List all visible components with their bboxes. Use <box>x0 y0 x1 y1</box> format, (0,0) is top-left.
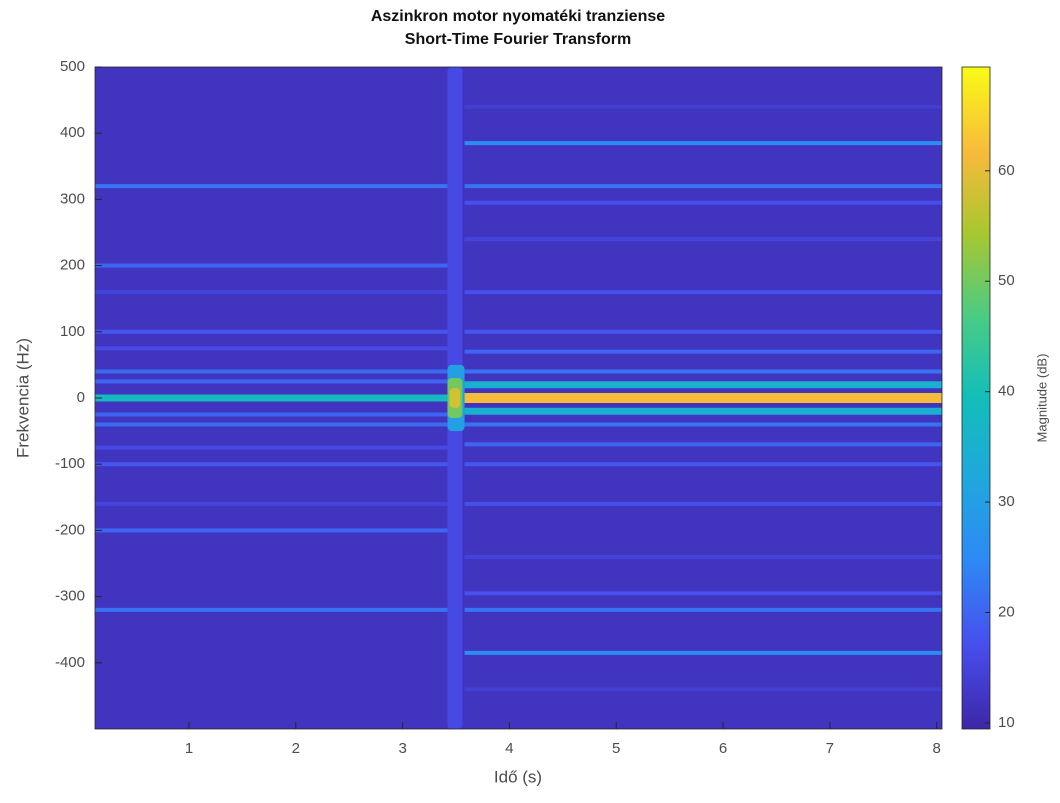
colorbar-tick-label: 20 <box>998 603 1015 620</box>
spectrogram-band <box>95 501 448 506</box>
spectrogram-band <box>464 104 942 109</box>
y-tick-label: 500 <box>60 58 85 75</box>
spectrogram-band <box>464 407 942 415</box>
spectrogram-band <box>95 263 448 268</box>
colorbar-tick-label: 50 <box>998 272 1015 289</box>
spectrogram-band <box>464 290 942 295</box>
spectrogram-band <box>95 528 448 533</box>
spectrogram-band <box>95 379 448 384</box>
x-tick-label: 7 <box>826 740 834 757</box>
spectrogram-band <box>95 445 448 450</box>
spectrogram-band <box>95 369 448 374</box>
spectrogram-band <box>464 393 942 403</box>
spectrogram-band <box>464 329 942 334</box>
spectrogram-band <box>464 349 942 354</box>
spectrogram-band <box>464 184 942 189</box>
spectrogram-band <box>464 462 942 467</box>
y-tick-label: -300 <box>55 588 85 605</box>
y-tick-label: -400 <box>55 654 85 671</box>
spectrogram-band <box>464 591 942 596</box>
spectrogram-band <box>464 200 942 205</box>
y-tick-label: 400 <box>60 124 85 141</box>
spectrogram-band <box>95 346 448 351</box>
x-axis-label: Idő (s) <box>494 767 542 786</box>
chart-title: Aszinkron motor nyomatéki tranziense <box>371 8 665 25</box>
y-tick-label: 300 <box>60 190 85 207</box>
x-tick-label: 6 <box>719 740 727 757</box>
x-tick-label: 4 <box>505 740 513 757</box>
spectrogram-band <box>464 607 942 612</box>
spectrogram-band <box>95 607 448 612</box>
spectrogram-band <box>95 329 448 334</box>
spectrogram-band <box>464 381 942 389</box>
y-axis-label: Frekvencia (Hz) <box>13 338 32 458</box>
y-tick-label: 100 <box>60 323 85 340</box>
spectrogram-band <box>464 554 942 559</box>
chart-subtitle: Short-Time Fourier Transform <box>405 31 631 48</box>
y-tick-label: -200 <box>55 521 85 538</box>
spectrogram-band <box>464 141 942 146</box>
spectrogram-band <box>464 442 942 447</box>
spectrogram-band <box>464 650 942 655</box>
spectrogram-band <box>464 501 942 506</box>
spectrogram-band <box>95 184 448 189</box>
x-tick-label: 2 <box>292 740 300 757</box>
colorbar-tick-label: 30 <box>998 493 1015 510</box>
spectrogram-band <box>464 237 942 242</box>
colorbar-label: Magnitude (dB) <box>1034 354 1049 443</box>
spectrogram-band <box>464 369 942 374</box>
colorbar <box>961 66 991 730</box>
colorbar-tick-label: 10 <box>998 714 1015 731</box>
spectrogram-band <box>95 290 448 295</box>
spectrogram-band <box>464 422 942 427</box>
colorbar-tick-label: 40 <box>998 383 1015 400</box>
y-tick-label: -100 <box>55 455 85 472</box>
spectrogram-band <box>464 687 942 692</box>
x-tick-label: 8 <box>932 740 940 757</box>
x-tick-label: 3 <box>398 740 406 757</box>
spectrogram-band <box>95 412 448 417</box>
x-tick-label: 5 <box>612 740 620 757</box>
x-tick-label: 1 <box>185 740 193 757</box>
y-tick-label: 200 <box>60 257 85 274</box>
colorbar-tick-label: 60 <box>998 162 1015 179</box>
spectrogram-patch <box>449 388 461 408</box>
spectrogram-band <box>95 394 448 402</box>
spectrogram-band <box>95 462 448 467</box>
y-tick-label: 0 <box>77 389 85 406</box>
spectrogram-band <box>95 422 448 427</box>
